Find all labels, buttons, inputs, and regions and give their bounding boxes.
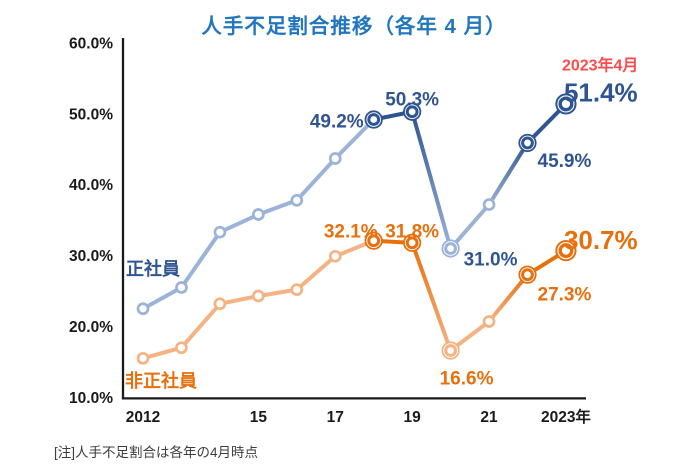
data-point xyxy=(482,315,496,328)
series-segment xyxy=(410,109,453,251)
value-label: 非正社員 xyxy=(125,370,197,391)
data-point xyxy=(136,302,150,316)
y-tick-label: 30.0% xyxy=(69,248,113,265)
data-point xyxy=(252,289,265,303)
value-label: 正社員 xyxy=(126,258,180,279)
series-segment xyxy=(141,345,184,361)
value-label: 45.9% xyxy=(538,151,592,172)
x-tick-label: 17 xyxy=(327,409,344,426)
series-segment xyxy=(256,198,299,217)
data-point xyxy=(558,96,574,112)
series-segment xyxy=(487,140,530,207)
value-label: 50.3% xyxy=(385,90,439,111)
series-segment xyxy=(294,254,338,292)
data-point xyxy=(175,281,188,294)
data-point xyxy=(136,351,150,365)
data-point xyxy=(367,113,381,126)
value-label: 49.2% xyxy=(310,111,364,132)
series-segment xyxy=(294,156,338,203)
data-point xyxy=(521,268,534,282)
data-point xyxy=(482,198,496,211)
x-tick-label: 15 xyxy=(250,409,268,426)
value-label: 51.4% xyxy=(564,77,638,107)
data-point xyxy=(213,297,227,311)
data-point xyxy=(444,242,458,255)
y-tick-label: 60.0% xyxy=(69,36,113,53)
value-label: 30.7% xyxy=(564,225,638,255)
series-segment xyxy=(333,117,376,161)
data-point xyxy=(444,344,458,357)
chart-title: 人手不足割合推移（各年 4 月） xyxy=(201,15,507,38)
data-point xyxy=(328,152,342,165)
y-tick-label: 50.0% xyxy=(69,106,113,123)
value-label: 16.6% xyxy=(440,368,494,389)
data-point xyxy=(290,193,304,207)
y-tick-label: 20.0% xyxy=(69,319,113,336)
series-segment xyxy=(256,287,299,298)
data-point xyxy=(290,283,304,296)
data-point xyxy=(175,341,188,355)
data-point xyxy=(213,225,227,239)
y-tick-label: 40.0% xyxy=(69,177,113,194)
x-tick-label: 19 xyxy=(404,409,422,426)
value-label: 27.3% xyxy=(538,285,592,306)
footnote: [注]人手不足割合は各年の4月時点 xyxy=(54,445,259,460)
series-segment xyxy=(448,202,492,251)
data-point xyxy=(521,136,534,150)
value-label: 31.0% xyxy=(464,249,518,270)
data-point xyxy=(405,236,419,250)
value-label: 32.1% xyxy=(324,222,378,243)
data-point xyxy=(252,208,265,221)
value-label: 31.8% xyxy=(385,222,439,243)
series-segment xyxy=(217,293,261,306)
data-point xyxy=(367,234,381,248)
value-label: 2023年4月 xyxy=(562,56,639,75)
y-tick-label: 10.0% xyxy=(69,390,113,407)
series-segment xyxy=(410,240,453,353)
series-segment xyxy=(141,285,184,311)
series-segment xyxy=(179,230,222,290)
x-tick-label: 21 xyxy=(480,409,498,426)
data-point xyxy=(328,249,342,263)
series-segment xyxy=(179,301,222,350)
data-point xyxy=(405,105,419,119)
series-segment xyxy=(217,212,261,235)
series-segment xyxy=(487,272,530,324)
data-point xyxy=(558,243,574,259)
x-tick-label: 2012 xyxy=(126,409,160,426)
x-tick-label: 2023年 xyxy=(541,407,591,426)
